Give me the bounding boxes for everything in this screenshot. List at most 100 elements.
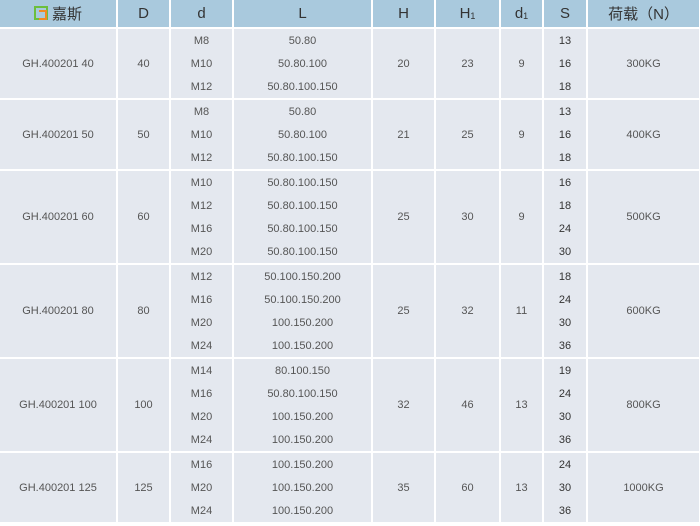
S-cell: 24 [543,217,588,240]
S-cell: 36 [543,334,588,358]
load-cell: 800KG [587,357,700,452]
brand-logo: 嘉斯 [33,3,82,24]
col-d1-sub: 1 [523,11,529,21]
col-H1-sub: 1 [470,11,476,21]
table-row: M24 100.150.200 36 [0,428,700,452]
L-cell: 100.150.200 [233,499,373,522]
brand-header: 嘉斯 [0,0,118,28]
L-cell: 50.80.100.150 [233,169,373,194]
H-cell: 32 [372,357,436,452]
L-cell: 50.80.100 [233,123,373,146]
S-cell: 30 [543,476,588,499]
S-cell: 18 [543,194,588,217]
d-cell: M16 [170,288,234,311]
S-cell: 24 [543,382,588,405]
L-cell: 50.100.150.200 [233,288,373,311]
load-cell: 400KG [587,98,700,170]
table-row: M16 50.80.100.150 24 [0,217,700,240]
S-cell: 13 [543,27,588,52]
model-cell: GH.400201 80 [0,263,118,358]
table-row: GH.400201 60 60 M10 50.80.100.150 25 30 9 16 500… [0,169,700,264]
table-row: GH.400201 50 50 M8 50.80 21 25 9 13 400KG [0,98,700,170]
table-row: M20 100.150.200 30 [0,476,700,499]
L-cell: 50.80.100.150 [233,382,373,405]
table-row: M20 100.150.200 30 [0,311,700,334]
L-cell: 50.80 [233,98,373,123]
H1-cell: 60 [435,451,501,522]
load-cell: 600KG [587,263,700,358]
col-load: 荷载（N） [587,0,700,28]
col-S: S [543,0,588,28]
L-cell: 50.100.150.200 [233,263,373,288]
L-cell: 80.100.150 [233,357,373,382]
col-H1: H1 [435,0,501,28]
d-cell: M10 [170,52,234,75]
table-row: M20 100.150.200 30 [0,405,700,428]
load-cell: 500KG [587,169,700,264]
table-row: GH.400201 80 80 M12 50.100.150.200 25 32 11 18 6… [0,263,700,358]
col-L: L [233,0,373,28]
table-row: M16 50.100.150.200 24 [0,288,700,311]
H1-cell: 23 [435,27,501,99]
L-cell: 50.80 [233,27,373,52]
L-cell: 50.80.100.150 [233,240,373,264]
table-row: M12 50.80.100.150 18 [0,146,700,170]
L-cell: 50.80.100.150 [233,194,373,217]
S-cell: 16 [543,52,588,75]
d1-cell: 13 [500,451,544,522]
load-cell: 300KG [587,27,700,99]
table-row: M10 50.80.100 16 [0,123,700,146]
table-row: GH.400201 125 125 M16 100.150.200 35 60 13 24 10… [0,451,700,522]
d-cell: M14 [170,357,234,382]
S-cell: 18 [543,146,588,170]
table-row: M24 100.150.200 36 [0,499,700,522]
col-D: D [117,0,171,28]
col-d1-label: d [514,5,524,22]
table-row: M12 50.80.100.150 18 [0,75,700,99]
S-cell: 24 [543,288,588,311]
D-cell: 80 [117,263,171,358]
L-cell: 50.80.100.150 [233,217,373,240]
L-cell: 100.150.200 [233,451,373,476]
S-cell: 13 [543,98,588,123]
d-cell: M12 [170,194,234,217]
L-cell: 100.150.200 [233,405,373,428]
d-cell: M12 [170,146,234,170]
d-cell: M20 [170,240,234,264]
table-row: M12 50.80.100.150 18 [0,194,700,217]
col-H1-label: H [459,5,471,22]
model-cell: GH.400201 40 [0,27,118,99]
model-cell: GH.400201 60 [0,169,118,264]
d-cell: M24 [170,428,234,452]
D-cell: 100 [117,357,171,452]
H1-cell: 30 [435,169,501,264]
d1-cell: 9 [500,98,544,170]
S-cell: 18 [543,75,588,99]
d1-cell: 13 [500,357,544,452]
H-cell: 35 [372,451,436,522]
d-cell: M20 [170,476,234,499]
d-cell: M12 [170,263,234,288]
S-cell: 30 [543,240,588,264]
S-cell: 19 [543,357,588,382]
model-cell: GH.400201 100 [0,357,118,452]
col-d: d [170,0,234,28]
d-cell: M8 [170,27,234,52]
L-cell: 100.150.200 [233,476,373,499]
table-row: M20 50.80.100.150 30 [0,240,700,264]
S-cell: 18 [543,263,588,288]
H-cell: 20 [372,27,436,99]
table-row: M16 50.80.100.150 24 [0,382,700,405]
S-cell: 16 [543,169,588,194]
table-row: GH.400201 40 40 M8 50.80 20 23 9 13 300KG [0,27,700,99]
H-cell: 25 [372,263,436,358]
L-cell: 100.150.200 [233,311,373,334]
H1-cell: 25 [435,98,501,170]
table-row: GH.400201 100 100 M14 80.100.150 32 46 13 19 800… [0,357,700,452]
d-cell: M8 [170,98,234,123]
L-cell: 100.150.200 [233,334,373,358]
d-cell: M10 [170,123,234,146]
H-cell: 25 [372,169,436,264]
col-d1: d1 [500,0,544,28]
